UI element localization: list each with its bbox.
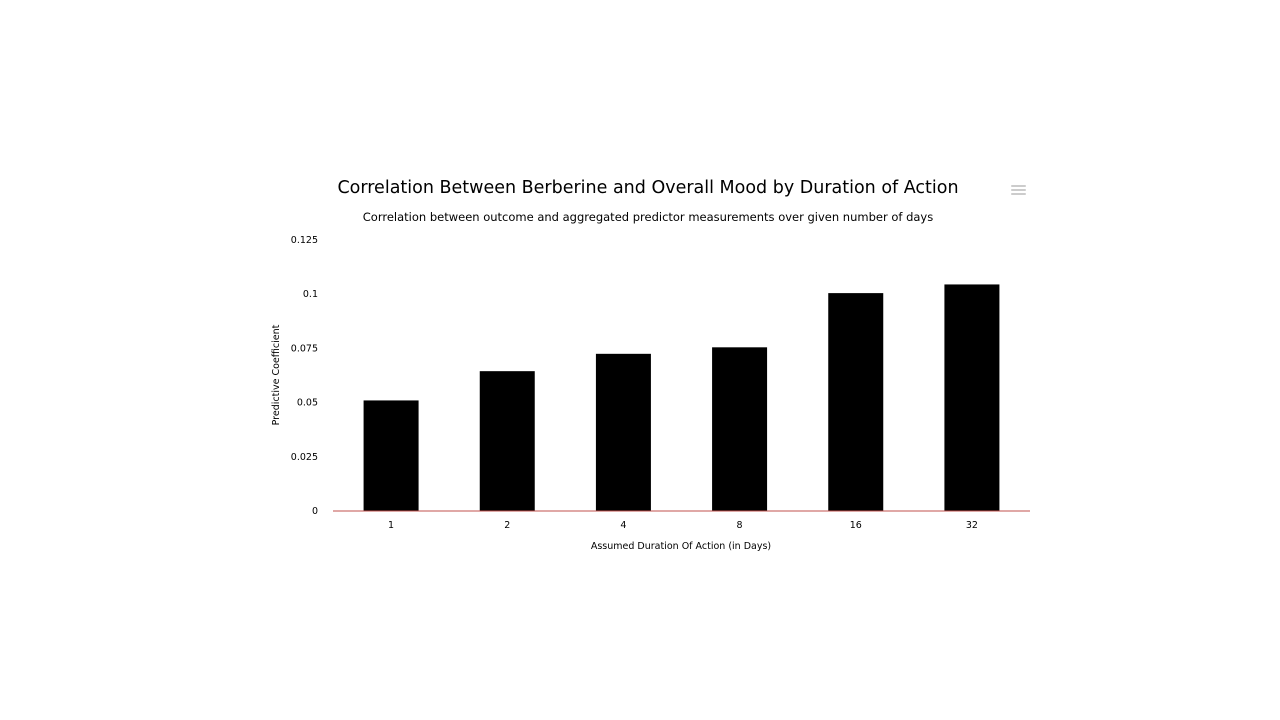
y-tick-label: 0.125 (291, 235, 318, 246)
y-axis-ticks: 0 0.025 0.05 0.075 0.1 0.125 (291, 235, 318, 517)
y-tick-label: 0 (312, 506, 318, 517)
x-tick-label: 4 (620, 520, 626, 531)
x-tick-label: 8 (737, 520, 743, 531)
x-axis-label: Assumed Duration Of Action (in Days) (591, 541, 771, 552)
y-tick-label: 0.025 (291, 452, 318, 463)
bar[interactable] (944, 284, 1000, 511)
menu-line (1011, 185, 1026, 187)
bar[interactable] (828, 293, 884, 511)
y-axis-label: Predictive Coefficient (271, 324, 282, 425)
bar[interactable] (595, 353, 651, 511)
y-tick-label: 0.05 (297, 398, 318, 409)
bar[interactable] (363, 400, 419, 511)
bar-series (363, 284, 1000, 511)
hamburger-menu-icon[interactable] (1008, 181, 1030, 201)
x-axis-ticks: 1 2 4 8 16 32 (388, 520, 978, 531)
menu-line (1011, 193, 1026, 195)
y-tick-label: 0.1 (303, 289, 318, 300)
x-tick-label: 32 (966, 520, 978, 531)
y-tick-label: 0.075 (291, 343, 318, 354)
x-tick-label: 1 (388, 520, 394, 531)
bar[interactable] (479, 371, 535, 511)
bar[interactable] (712, 347, 768, 511)
menu-line (1011, 189, 1026, 191)
x-tick-label: 2 (504, 520, 510, 531)
chart-subtitle: Correlation between outcome and aggregat… (363, 210, 933, 224)
x-tick-label: 16 (850, 520, 862, 531)
chart-title: Correlation Between Berberine and Overal… (337, 178, 958, 198)
